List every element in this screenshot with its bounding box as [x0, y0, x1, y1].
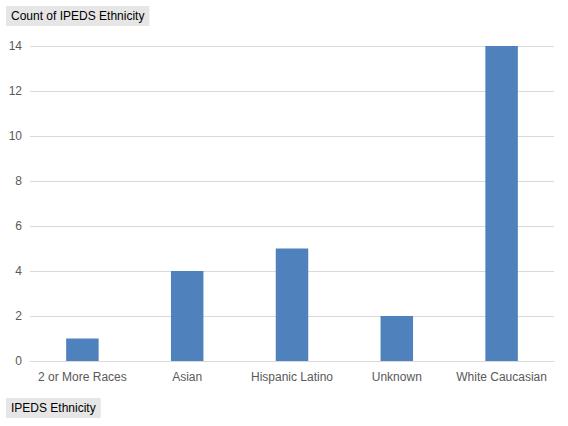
svg-text:6: 6	[15, 219, 22, 233]
svg-text:8: 8	[15, 174, 22, 188]
svg-text:10: 10	[9, 129, 23, 143]
svg-text:2: 2	[15, 309, 22, 323]
svg-text:14: 14	[9, 39, 23, 53]
svg-text:Hispanic Latino: Hispanic Latino	[251, 370, 333, 384]
svg-text:12: 12	[9, 84, 23, 98]
svg-text:White Caucasian: White Caucasian	[456, 370, 547, 384]
svg-text:2 or More Races: 2 or More Races	[38, 370, 127, 384]
svg-text:IPEDS Ethnicity: IPEDS Ethnicity	[11, 401, 96, 415]
svg-text:Asian: Asian	[172, 370, 202, 384]
svg-text:Unknown: Unknown	[372, 370, 422, 384]
svg-text:Count of IPEDS Ethnicity: Count of IPEDS Ethnicity	[11, 9, 144, 23]
svg-text:4: 4	[15, 264, 22, 278]
svg-text:0: 0	[15, 354, 22, 368]
